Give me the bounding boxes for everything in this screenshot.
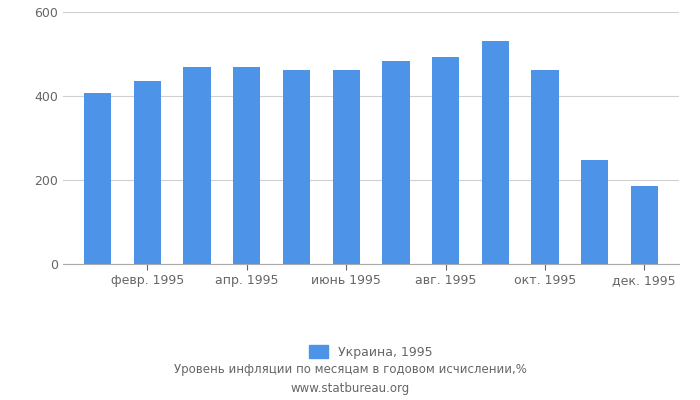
Bar <box>84 93 111 264</box>
Bar <box>482 41 509 264</box>
Bar <box>382 61 410 264</box>
Bar <box>631 186 658 264</box>
Bar <box>233 68 260 264</box>
Bar <box>432 57 459 264</box>
Bar <box>581 160 608 264</box>
Bar <box>183 68 211 264</box>
Bar <box>332 70 360 264</box>
Bar <box>283 70 310 264</box>
Text: www.statbureau.org: www.statbureau.org <box>290 382 410 395</box>
Bar <box>134 81 161 264</box>
Legend: Украина, 1995: Украина, 1995 <box>304 340 438 364</box>
Text: Уровень инфляции по месяцам в годовом исчислении,%: Уровень инфляции по месяцам в годовом ис… <box>174 364 526 376</box>
Bar <box>531 70 559 264</box>
